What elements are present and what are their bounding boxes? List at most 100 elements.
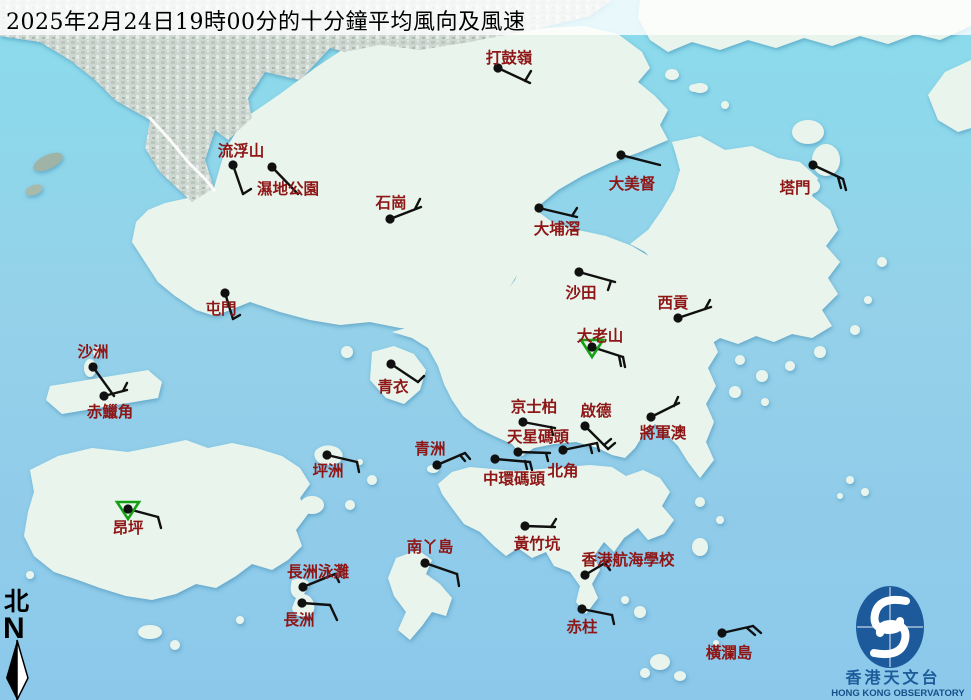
station-dot: [577, 604, 587, 614]
station-label: 打鼓嶺: [486, 48, 533, 67]
station-dot: [646, 412, 656, 422]
wind-barb: [602, 437, 613, 447]
station-dot: [580, 421, 590, 431]
station-dot: [432, 460, 442, 470]
station-dot: [518, 417, 528, 427]
station: 流浮山: [218, 141, 265, 196]
station-label: 橫瀾島: [706, 643, 753, 662]
station: 大老山: [577, 326, 627, 369]
station: 赤柱: [566, 604, 616, 636]
compass-arrow-right: [16, 639, 29, 700]
wind-barb: [523, 459, 529, 471]
station-dot: [298, 582, 308, 592]
station-label: 南丫島: [407, 537, 454, 556]
station-dot: [673, 313, 683, 323]
station-label: 黃竹坑: [513, 534, 561, 553]
hko-logo-name-en: HONG KONG OBSERVATORY: [831, 688, 965, 699]
boundary-line: [148, 116, 216, 192]
station-label: 西貢: [657, 293, 689, 312]
station-label: 天星碼頭: [507, 427, 570, 446]
station-label: 屯門: [205, 299, 236, 318]
station-dot: [717, 628, 727, 638]
station-dot: [558, 445, 568, 455]
wind-barb: [270, 165, 300, 196]
compass-north-en: N: [3, 612, 25, 645]
station: 北角: [547, 441, 601, 480]
wind-barb: [588, 443, 594, 455]
station: 南丫島: [407, 537, 461, 588]
station-label: 濕地公園: [257, 179, 319, 198]
land-cheung-chau: [290, 578, 315, 617]
hko-logo-name-zh: 香港天文台: [844, 668, 940, 687]
station-dot: [513, 447, 523, 457]
compass-north-zh: 北: [4, 587, 29, 616]
station: 京士柏: [511, 397, 558, 437]
station: 青洲: [414, 439, 472, 470]
station-label: 啟德: [580, 401, 612, 420]
station-dot: [574, 267, 584, 277]
land-tsing-yi: [370, 346, 426, 404]
islet-deep-bay-1: [33, 152, 63, 172]
wind-barb: [577, 270, 617, 284]
station-label: 塔門: [779, 178, 810, 197]
station-label: 大埔滘: [534, 219, 581, 238]
station-triangle-marker: [578, 338, 606, 360]
wind-barb: [301, 572, 337, 589]
compass: 北 N: [3, 587, 29, 700]
station-dot: [520, 521, 530, 531]
station-label: 將軍澳: [640, 423, 687, 442]
wind-barb: [672, 395, 680, 408]
station-dot: [267, 162, 277, 172]
station-label: 赤柱: [566, 617, 598, 636]
land-sai-kung: [630, 136, 840, 346]
wind-barb: [549, 425, 555, 437]
land-lamma: [388, 550, 452, 640]
station-label: 流浮山: [218, 141, 265, 160]
wind-barb: [455, 572, 461, 588]
station: 屯門: [205, 288, 242, 321]
station: 濕地公園: [257, 162, 319, 198]
land-hk-island: [438, 465, 674, 614]
station: 長洲: [283, 598, 339, 629]
wind-barb: [610, 613, 616, 626]
land-lantau: [24, 440, 310, 600]
wind-barb: [603, 561, 612, 572]
station-dot: [493, 63, 503, 73]
wind-barb: [516, 450, 552, 455]
wind-barb: [606, 441, 617, 451]
title-band: 2025年2月24日19時00分的十分鐘平均風向及風速: [0, 0, 971, 35]
hko-logo-s-bottom: [870, 619, 910, 659]
wind-barb: [841, 177, 848, 192]
station: 青衣: [377, 359, 426, 396]
wind-barb: [606, 279, 613, 292]
station-dot: [808, 160, 818, 170]
wind-barb: [241, 187, 253, 196]
wind-barb: [595, 441, 601, 453]
station: 坪洲: [312, 450, 361, 480]
wind-barb: [751, 624, 763, 635]
wind-barb: [521, 420, 557, 430]
station-label: 京士柏: [511, 397, 558, 416]
hko-logo: 香港天文台 HONG KONG OBSERVATORY: [831, 586, 965, 699]
map-title: 2025年2月24日19時00分的十分鐘平均風向及風速: [6, 10, 526, 35]
land-shenzhen: [0, 0, 612, 202]
station: 將軍澳: [640, 395, 687, 442]
station: 黃竹坑: [513, 517, 561, 553]
land-new-territories: [132, 26, 668, 330]
station-dot: [420, 558, 430, 568]
land-yantian: [928, 60, 971, 132]
compass-arrow-left: [6, 640, 17, 700]
station-dot: [322, 450, 332, 460]
wind-barb: [549, 517, 558, 529]
wind-barb: [423, 561, 459, 576]
islet-deep-bay-2: [25, 184, 43, 196]
station-label: 青衣: [377, 377, 409, 396]
wind-barb: [561, 441, 599, 452]
wind-barb: [836, 175, 843, 190]
station: 赤鱲角: [87, 381, 133, 421]
wind-barb: [389, 362, 420, 384]
station-dot: [220, 288, 230, 298]
wind-barb: [580, 607, 614, 617]
